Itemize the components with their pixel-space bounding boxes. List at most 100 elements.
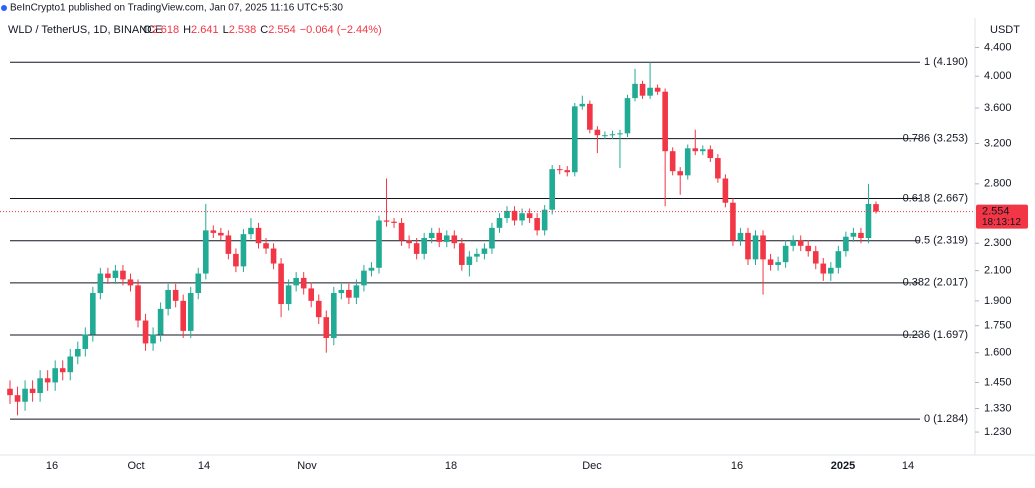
y-tick-label: 3.600 (984, 102, 1012, 114)
fib-label: 0.5 (2.319) (915, 235, 968, 247)
candle-body (413, 243, 420, 254)
candle-body (52, 368, 58, 383)
candle-body (489, 227, 495, 249)
candle-body (632, 83, 638, 99)
candle-body (127, 279, 134, 286)
candle-body (233, 253, 239, 267)
candle-body (353, 285, 360, 298)
candle-body (300, 277, 307, 289)
candle-body (534, 218, 540, 231)
y-tick-label: 1.900 (984, 295, 1012, 307)
candle-body (180, 300, 186, 331)
candle-body (202, 230, 209, 274)
fib-label: 0.786 (3.253) (903, 132, 968, 144)
candle-body (564, 170, 571, 173)
candle-body (722, 178, 729, 203)
candle-body (398, 222, 405, 241)
candle-body (346, 289, 352, 298)
legend-key: O (143, 24, 152, 36)
candle-body (587, 103, 593, 130)
candle-body (37, 378, 43, 394)
y-tick-label: 1.600 (984, 347, 1012, 359)
candle-body (285, 285, 292, 305)
candle-body (669, 151, 676, 172)
candle-body (609, 134, 616, 136)
candle-body (29, 388, 36, 394)
candle-body (59, 368, 66, 373)
x-tick-label: 18 (445, 460, 457, 472)
fib-label: 0 (1.284) (924, 413, 968, 425)
candle-body (293, 277, 299, 286)
candle-body (7, 388, 13, 396)
candle-body (97, 273, 104, 294)
candle-body (218, 232, 224, 236)
legend-key: C (260, 24, 268, 36)
candle-body (150, 334, 156, 344)
candle-body (715, 158, 721, 179)
candle-body (240, 234, 247, 267)
candle-body (812, 251, 819, 264)
candle-body (820, 263, 827, 274)
y-tick-label: 1.450 (984, 376, 1012, 388)
x-tick-label: 2025 (831, 460, 855, 472)
fib-label: 1 (4.190) (924, 56, 968, 68)
candle-body (22, 388, 28, 402)
candle-body (526, 213, 533, 219)
candle-body (90, 293, 96, 335)
candle-body (745, 232, 751, 260)
fib-label: 0.236 (1.697) (903, 329, 968, 341)
candle-body (421, 237, 427, 254)
candle-body (443, 235, 450, 242)
candle-body (858, 232, 864, 238)
x-tick-label: 16 (731, 460, 743, 472)
candle-body (383, 220, 390, 222)
fib-label: 0.382 (2.017) (903, 277, 968, 289)
candle-body (474, 253, 480, 257)
candle-body (541, 209, 548, 231)
candle-body (828, 267, 834, 274)
candle-body (873, 204, 879, 212)
y-tick-label: 2.800 (984, 178, 1012, 190)
y-unit: USDT (990, 24, 1020, 36)
candle-body (308, 288, 315, 301)
candle-body (172, 289, 179, 301)
candle-body (270, 248, 277, 264)
candle-body (436, 232, 443, 242)
candle-body (790, 240, 796, 246)
candle-body (594, 129, 601, 136)
candle-body (775, 262, 781, 265)
candle-body (504, 210, 510, 219)
candle-body (556, 169, 563, 171)
candle-body (496, 218, 503, 228)
y-tick-label: 3.200 (984, 137, 1012, 149)
candle-body (654, 87, 661, 92)
candle-body (210, 230, 217, 233)
x-tick-label: 14 (902, 460, 914, 472)
legend-value: 2.538 (229, 24, 257, 36)
publisher-line: BeInCrypto1 published on TradingView.com… (10, 3, 343, 14)
y-tick-label: 1.230 (984, 426, 1012, 438)
legend-value: 2.641 (191, 24, 219, 36)
price-tag-countdown: 18:13:12 (982, 217, 1021, 228)
candle-body (760, 235, 766, 260)
candle-body (639, 83, 646, 96)
candle-body (624, 98, 631, 134)
candle-body (647, 87, 653, 96)
candle-body (459, 243, 465, 265)
symbol-title: WLD / TetherUS, 1D, BINANCE (8, 24, 162, 36)
y-tick-label: 4.400 (984, 41, 1012, 53)
legend-value: 2.554 (268, 24, 296, 36)
publisher-icon (1, 5, 7, 11)
candle-body (135, 285, 141, 321)
candle-body (278, 263, 284, 305)
legend-key: L (223, 24, 229, 36)
candle-body (187, 293, 194, 331)
candle-body (451, 235, 458, 244)
candle-body (338, 289, 345, 294)
candle-body (662, 91, 668, 152)
y-tick-label: 1.750 (984, 320, 1012, 332)
candle-body (571, 106, 578, 173)
candle-body (579, 103, 586, 107)
candle-body (248, 227, 254, 235)
